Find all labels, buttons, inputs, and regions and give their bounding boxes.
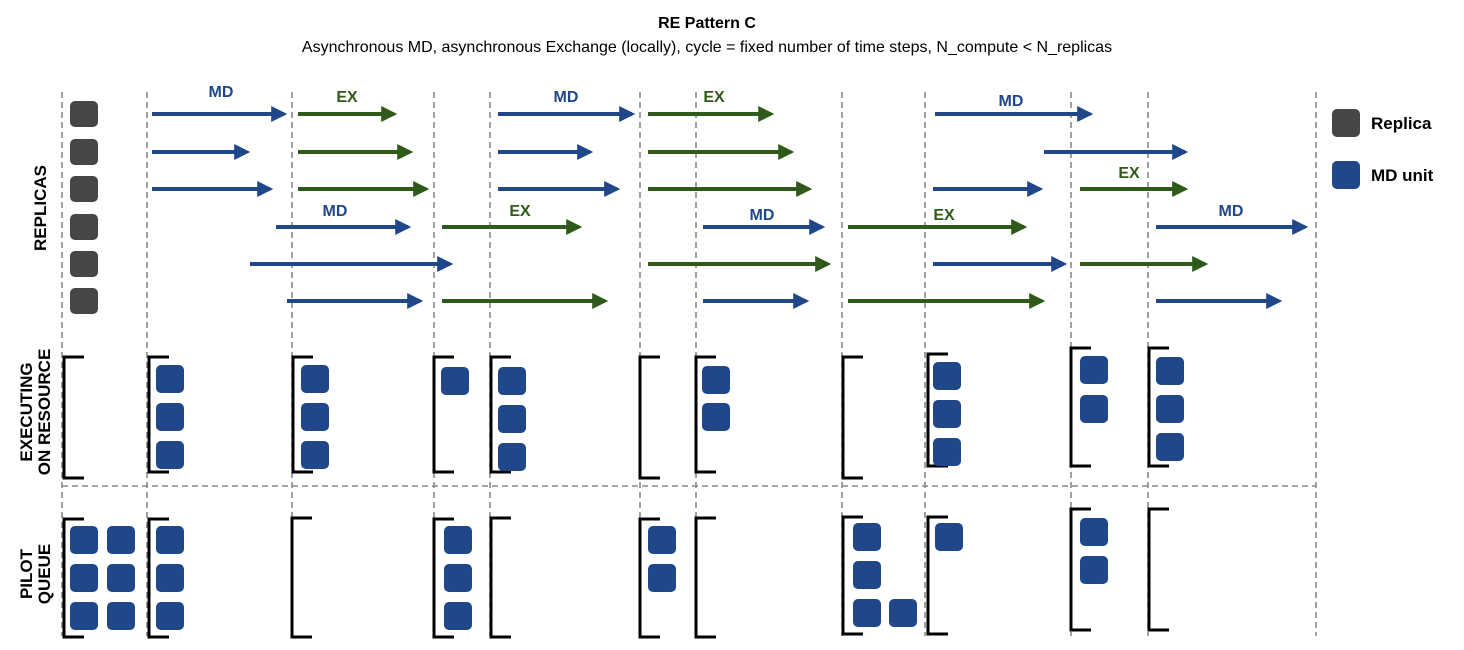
section-label-replicas: REPLICAS — [31, 165, 50, 251]
legend-replica-swatch — [1332, 109, 1360, 137]
replica-square — [70, 176, 98, 202]
queued-md-unit — [648, 526, 676, 554]
diagram-subtitle: Asynchronous MD, asynchronous Exchange (… — [302, 39, 1112, 56]
ex-phase-label: EX — [1118, 165, 1140, 182]
replica-square — [70, 251, 98, 277]
queued-md-unit — [107, 602, 135, 630]
executing-md-unit — [933, 438, 961, 466]
queued-md-unit — [935, 523, 963, 551]
executing-md-unit — [933, 400, 961, 428]
section-label-queue-line2: QUEUE — [35, 544, 54, 604]
queued-md-unit — [107, 564, 135, 592]
md-units — [70, 356, 1184, 630]
queued-md-unit — [70, 564, 98, 592]
resource-bracket — [694, 516, 716, 639]
replica-column — [70, 101, 98, 314]
replica-square — [70, 214, 98, 240]
resource-bracket — [1147, 507, 1169, 632]
queued-md-unit — [107, 526, 135, 554]
executing-md-unit — [156, 441, 184, 469]
resource-bracket — [489, 355, 511, 474]
executing-md-unit — [441, 367, 469, 395]
resource-bracket — [489, 516, 511, 639]
replica-square — [70, 139, 98, 165]
queued-md-unit — [444, 602, 472, 630]
executing-md-unit — [301, 365, 329, 393]
replica-square — [70, 288, 98, 314]
executing-md-unit — [933, 362, 961, 390]
queued-md-unit — [1080, 518, 1108, 546]
executing-md-unit — [498, 367, 526, 395]
ex-phase-label: EX — [336, 89, 358, 106]
executing-md-unit — [1080, 356, 1108, 384]
phase-labels: MD EX MD EX MD MD EX MD EX EX MD — [209, 84, 1244, 224]
executing-md-unit — [1156, 433, 1184, 461]
legend-md-unit-swatch — [1332, 161, 1360, 189]
md-phase-label: MD — [554, 89, 579, 106]
section-label-queue-line1: PILOT — [17, 548, 36, 599]
executing-md-unit — [156, 365, 184, 393]
executing-md-unit — [702, 403, 730, 431]
md-phase-label: MD — [750, 207, 775, 224]
replica-arrows — [152, 106, 1309, 309]
resource-brackets — [62, 346, 1169, 639]
queued-md-unit — [1080, 556, 1108, 584]
resource-bracket — [841, 515, 863, 636]
diagram-title: RE Pattern C — [658, 15, 756, 32]
resource-bracket — [147, 355, 169, 474]
section-label-executing-line2: ON RESOURCE — [35, 349, 54, 476]
legend: Replica MD unit — [1332, 109, 1434, 189]
executing-md-unit — [156, 403, 184, 431]
executing-md-unit — [1156, 395, 1184, 423]
resource-bracket — [1147, 346, 1169, 468]
md-phase-label: MD — [999, 93, 1024, 110]
resource-bracket — [62, 355, 84, 480]
resource-bracket — [926, 515, 948, 636]
md-phase-label: MD — [209, 84, 234, 101]
resource-bracket — [291, 355, 313, 474]
queued-md-unit — [648, 564, 676, 592]
resource-bracket — [841, 355, 863, 480]
resource-bracket — [638, 517, 660, 639]
executing-md-unit — [702, 366, 730, 394]
section-label-executing-line1: EXECUTING — [17, 362, 36, 461]
ex-phase-label: EX — [703, 89, 725, 106]
executing-md-unit — [1080, 395, 1108, 423]
ex-phase-label: EX — [509, 203, 531, 220]
queued-md-unit — [70, 526, 98, 554]
executing-md-unit — [301, 403, 329, 431]
replica-square — [70, 101, 98, 127]
resource-bracket — [290, 516, 312, 639]
executing-md-unit — [301, 441, 329, 469]
executing-md-unit — [498, 405, 526, 433]
legend-md-unit-label: MD unit — [1371, 166, 1434, 185]
executing-md-unit — [498, 443, 526, 471]
queued-md-unit — [444, 526, 472, 554]
resource-bracket — [694, 355, 716, 474]
resource-bracket — [1069, 346, 1091, 468]
resource-bracket — [62, 517, 84, 639]
ex-phase-label: EX — [933, 207, 955, 224]
resource-bracket — [432, 355, 454, 474]
resource-bracket — [638, 355, 660, 480]
queued-md-unit — [156, 602, 184, 630]
executing-md-unit — [1156, 357, 1184, 385]
queued-md-unit — [853, 599, 881, 627]
md-phase-label: MD — [1219, 203, 1244, 220]
queued-md-unit — [156, 526, 184, 554]
md-phase-label: MD — [323, 203, 348, 220]
legend-replica-label: Replica — [1371, 114, 1432, 133]
queued-md-unit — [156, 564, 184, 592]
resource-bracket — [147, 517, 169, 639]
queued-md-unit — [853, 561, 881, 589]
resource-bracket — [432, 517, 454, 639]
queued-md-unit — [889, 599, 917, 627]
queued-md-unit — [444, 564, 472, 592]
queued-md-unit — [70, 602, 98, 630]
resource-bracket — [1069, 507, 1091, 632]
queued-md-unit — [853, 523, 881, 551]
